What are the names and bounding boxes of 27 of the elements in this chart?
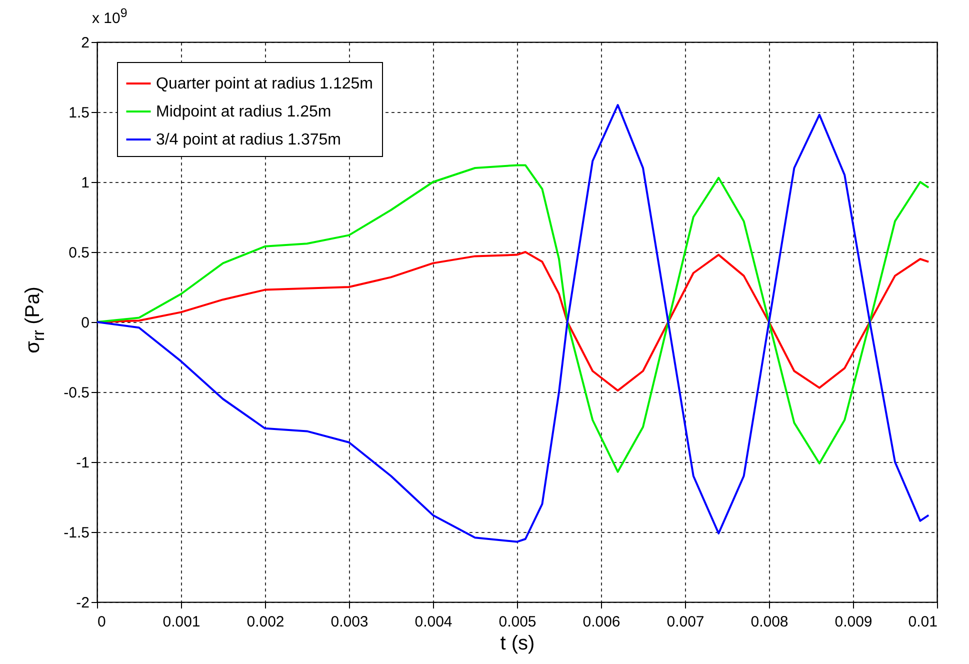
- legend-label: Midpoint at radius 1.25m: [156, 104, 332, 120]
- y-tick-label: -2: [76, 594, 90, 612]
- x-tick-label: 0.003: [330, 614, 368, 630]
- x-tick-label: 0.01: [908, 614, 938, 630]
- legend-label: Quarter point at radius 1.125m: [156, 76, 374, 92]
- x-tick-label: 0.008: [750, 614, 788, 630]
- x-tick-label: 0.004: [414, 614, 452, 630]
- y-tick-label: -0.5: [64, 384, 90, 402]
- y-tick-label: -1.5: [64, 524, 90, 542]
- legend-label: 3/4 point at radius 1.375m: [156, 132, 342, 148]
- y-tick-label: 0.5: [68, 244, 90, 262]
- y-tick-label: 1: [81, 174, 90, 192]
- line-series: [97, 104, 930, 543]
- x-tick-label: 0.006: [582, 614, 620, 630]
- text: x 10$^{9}$: [92, 6, 128, 27]
- x-tick-label: 0.001: [162, 614, 200, 630]
- x-tick-label: 0.007: [666, 614, 704, 630]
- y-tick-label: 1.5: [68, 104, 90, 122]
- x-axis-title: t (s): [500, 632, 535, 654]
- y-tick-label: 0: [81, 314, 90, 332]
- x-tick-label: 0.005: [498, 614, 536, 630]
- x-tick-label: 0.002: [246, 614, 284, 630]
- x-tick-label: 0.009: [834, 614, 872, 630]
- line-series: [97, 164, 930, 473]
- y-tick-label: -1: [76, 454, 90, 472]
- x-tick-label: 0: [98, 614, 106, 630]
- y-tick-label: 2: [81, 34, 90, 52]
